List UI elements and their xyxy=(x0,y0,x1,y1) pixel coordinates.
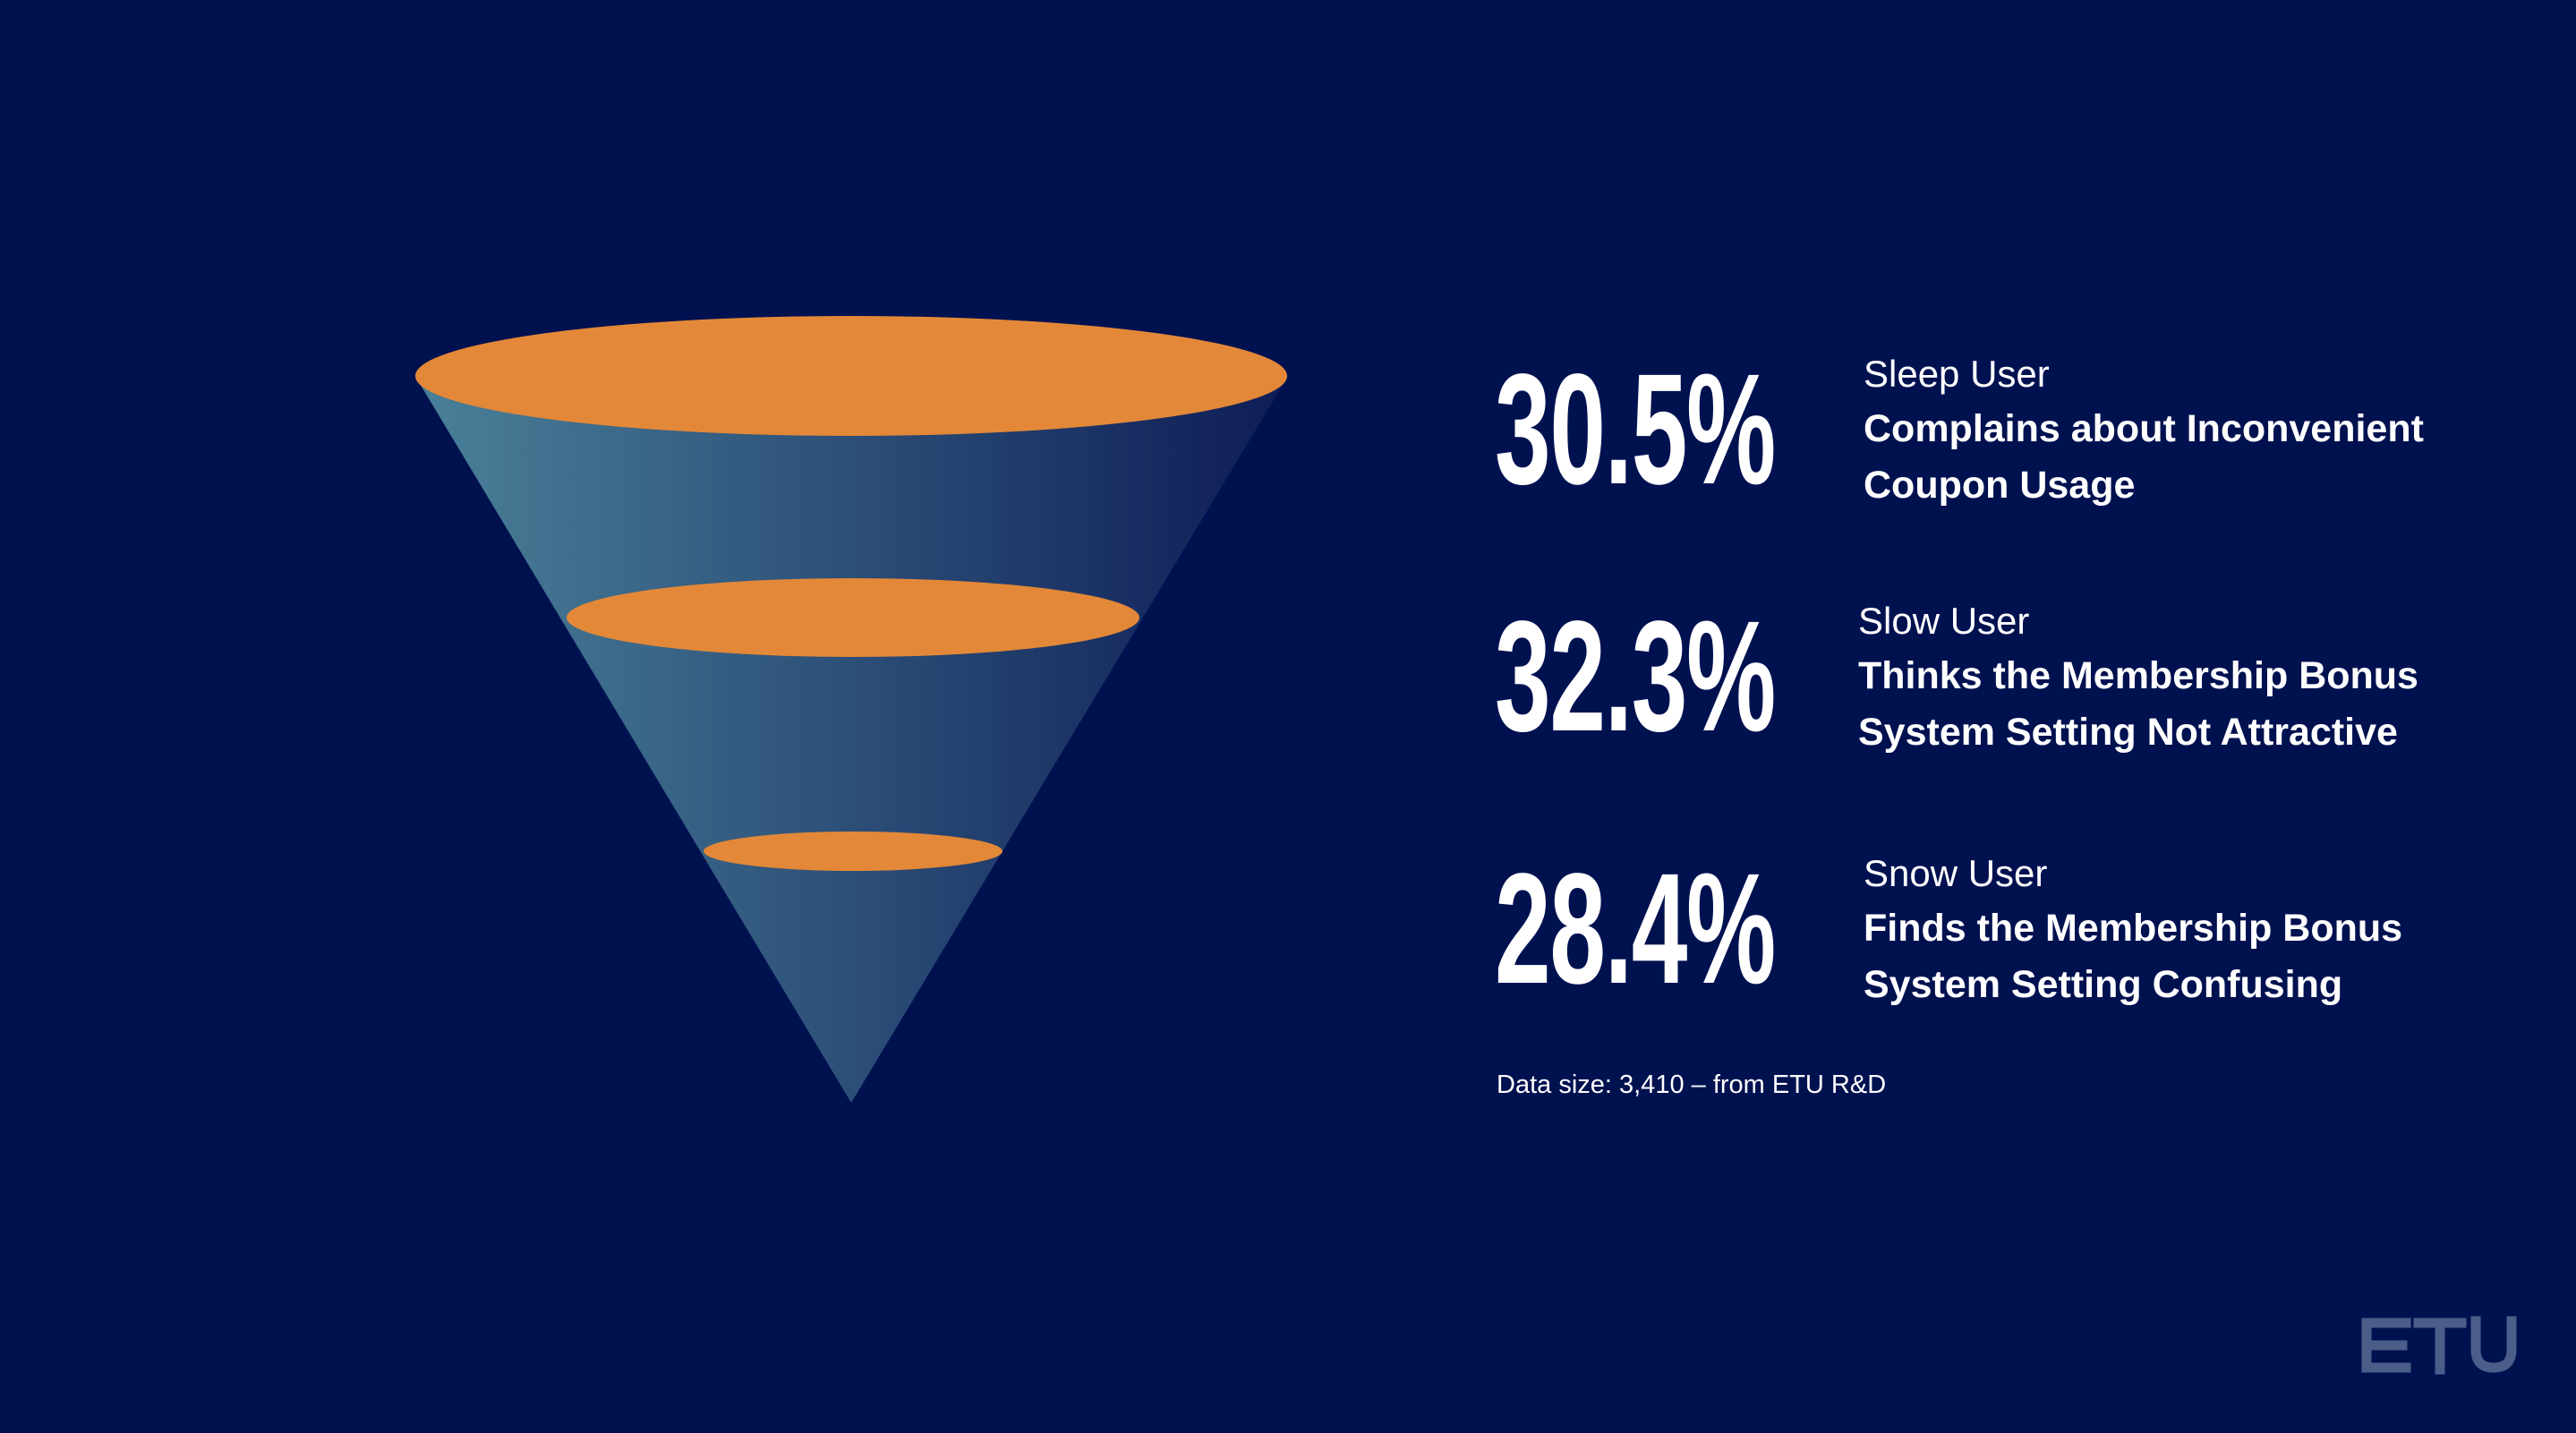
funnel-ring-bottom xyxy=(704,832,1002,871)
stat-description-line-1: Thinks the Membership Bonus xyxy=(1858,654,2418,697)
stat-user-type: Sleep User xyxy=(1864,353,2050,395)
stat-percentage: 28.4% xyxy=(1495,841,1776,1017)
stat-description-line-2: Coupon Usage xyxy=(1864,464,2136,507)
data-source-note: Data size: 3,410 – from ETU R&D xyxy=(1497,1070,1887,1099)
stat-user-type: Slow User xyxy=(1858,600,2030,642)
stat-percentage: 30.5% xyxy=(1495,342,1776,517)
funnel-diagram xyxy=(415,316,1287,1103)
funnel-ring-top xyxy=(415,316,1287,436)
stat-text: Slow User Thinks the Membership Bonus Sy… xyxy=(1858,594,2418,761)
funnel-ring-middle xyxy=(567,578,1139,657)
stat-user-type: Snow User xyxy=(1864,852,2048,894)
stat-text: Snow User Finds the Membership Bonus Sys… xyxy=(1864,847,2402,1013)
funnel-cone xyxy=(416,378,1287,1103)
stat-text: Sleep User Complains about Inconvenient … xyxy=(1864,347,2424,514)
stat-percentage: 32.3% xyxy=(1495,589,1776,764)
stat-description-line-1: Finds the Membership Bonus xyxy=(1864,907,2403,950)
stat-description-line-2: System Setting Not Attractive xyxy=(1858,711,2398,754)
stat-description-line-1: Complains about Inconvenient xyxy=(1864,407,2424,450)
stat-description-line-2: System Setting Confusing xyxy=(1864,963,2343,1006)
etu-logo xyxy=(2361,1316,2517,1375)
